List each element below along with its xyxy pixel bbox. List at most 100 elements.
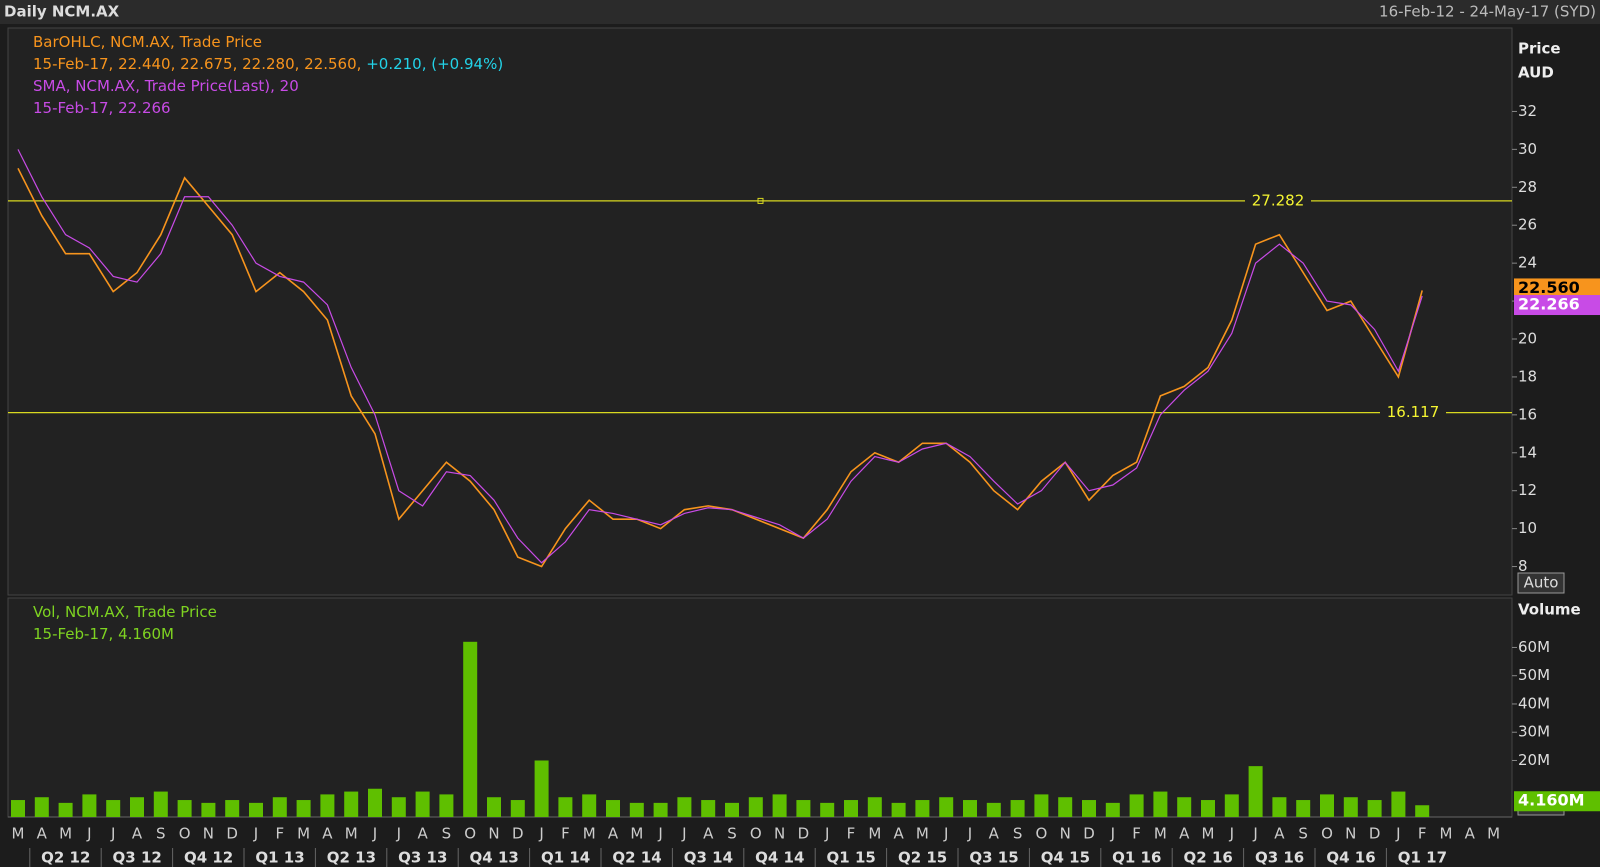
volume-bar — [582, 794, 597, 817]
auto-button[interactable] — [1517, 572, 1565, 594]
x-tick-label: A — [132, 825, 143, 843]
y-tick-label: 14 — [1518, 443, 1537, 461]
x-tick-label: A — [989, 825, 1000, 843]
volume-bar — [34, 797, 49, 817]
y-tick-label: 24 — [1518, 254, 1537, 272]
x-tick-label: J — [681, 825, 686, 843]
quarter-label: Q1 17 — [1398, 849, 1447, 867]
volume-bar — [487, 797, 501, 817]
x-tick-label: J — [657, 825, 662, 843]
volume-bar — [963, 800, 977, 817]
x-tick-label: M — [297, 825, 310, 843]
x-tick-label: A — [37, 825, 48, 843]
volume-bar — [558, 797, 573, 817]
legend-text: 15-Feb-17, 22.440, 22.675, 22.280, 22.56… — [33, 55, 361, 73]
x-tick-label: M — [916, 825, 929, 843]
quarter-label: Q3 13 — [398, 849, 447, 867]
y-tick-label: 40M — [1518, 694, 1550, 712]
x-tick-label: A — [893, 825, 904, 843]
volume-bar — [11, 800, 25, 817]
x-tick-label: J — [110, 825, 115, 843]
x-tick-label: S — [1298, 825, 1308, 843]
quarter-label: Q3 15 — [969, 849, 1018, 867]
volume-bar — [867, 797, 882, 817]
x-tick-label: J — [86, 825, 91, 843]
volume-bar — [1034, 794, 1049, 817]
volume-bar — [772, 794, 787, 817]
anchor-handle — [757, 197, 764, 204]
x-tick-label: S — [727, 825, 737, 843]
x-tick-label: N — [1345, 825, 1356, 843]
volume-pane — [7, 597, 1513, 818]
x-tick-label: O — [750, 825, 762, 843]
volume-bar — [606, 800, 620, 817]
quarter-label: Q2 14 — [612, 849, 661, 867]
volume-bar — [748, 797, 763, 817]
volume-bar — [653, 802, 668, 817]
volume-bar — [844, 800, 858, 817]
quarter-label: Q4 14 — [755, 849, 804, 867]
x-tick-label: O — [179, 825, 191, 843]
volume-bar — [1296, 800, 1311, 817]
last-value-label: 22.266 — [1518, 295, 1580, 314]
y-tick-label: 12 — [1518, 481, 1537, 499]
volume-bar — [796, 800, 811, 817]
x-tick-label: M — [868, 825, 881, 843]
quarter-label: Q2 12 — [41, 849, 90, 867]
x-tick-label: M — [1202, 825, 1215, 843]
x-tick-label: M — [1440, 825, 1453, 843]
legend-line: BarOHLC, NCM.AX, Trade Price — [33, 33, 262, 51]
x-tick-label: S — [442, 825, 452, 843]
quarter-label: Q2 16 — [1184, 849, 1233, 867]
volume-bar — [177, 800, 192, 817]
y-tick-label: 28 — [1518, 178, 1537, 196]
x-tick-label: A — [417, 825, 428, 843]
volume-bar — [296, 800, 311, 817]
x-tick-label: D — [798, 825, 810, 843]
x-tick-label: F — [847, 825, 856, 843]
y-tick-label: 20M — [1518, 751, 1550, 769]
auto-button-label[interactable]: Auto — [1524, 574, 1559, 592]
volume-bar — [725, 802, 739, 817]
volume-bar — [820, 802, 835, 817]
volume-bar — [1010, 800, 1025, 817]
legend-text: 15-Feb-17, 4.160M — [33, 625, 174, 643]
x-tick-label: M — [1487, 825, 1500, 843]
volume-bar — [1272, 797, 1287, 817]
y-tick-label: 16 — [1518, 405, 1537, 423]
x-tick-label: O — [1321, 825, 1333, 843]
quarter-label: Q4 15 — [1041, 849, 1090, 867]
x-tick-label: F — [1132, 825, 1141, 843]
x-tick-label: A — [703, 825, 714, 843]
x-tick-label: D — [512, 825, 524, 843]
volume-bar — [153, 791, 168, 817]
quarter-label: Q4 16 — [1326, 849, 1375, 867]
legend-text: 15-Feb-17, 22.266 — [33, 99, 171, 117]
y-tick-label: 30 — [1518, 140, 1537, 158]
volume-bar — [439, 794, 454, 817]
y-tick-label: 60M — [1518, 638, 1550, 656]
volume-bar — [58, 802, 73, 817]
x-tick-label: J — [1395, 825, 1400, 843]
price-pane — [7, 27, 1513, 596]
y-tick-label: 30M — [1518, 723, 1550, 741]
volume-bar — [1105, 802, 1120, 817]
volume-bar — [1367, 800, 1382, 817]
y-axis-title: Volume — [1518, 601, 1581, 619]
volume-bar — [1177, 797, 1192, 817]
last-value-label: 4.160M — [1518, 791, 1585, 810]
volume-bar — [368, 788, 382, 817]
quarter-label: Q2 15 — [898, 849, 947, 867]
last-value-box — [1514, 278, 1600, 299]
volume-bar — [391, 797, 406, 817]
x-tick-label: M — [59, 825, 72, 843]
volume-bar — [106, 800, 121, 817]
last-value-box — [1514, 295, 1600, 316]
volume-bar — [415, 791, 430, 817]
volume-bar — [701, 800, 716, 817]
x-tick-label: F — [275, 825, 284, 843]
volume-bar — [344, 791, 359, 817]
volume-bar — [1320, 794, 1334, 817]
x-tick-label: J — [396, 825, 401, 843]
x-tick-label: M — [630, 825, 643, 843]
